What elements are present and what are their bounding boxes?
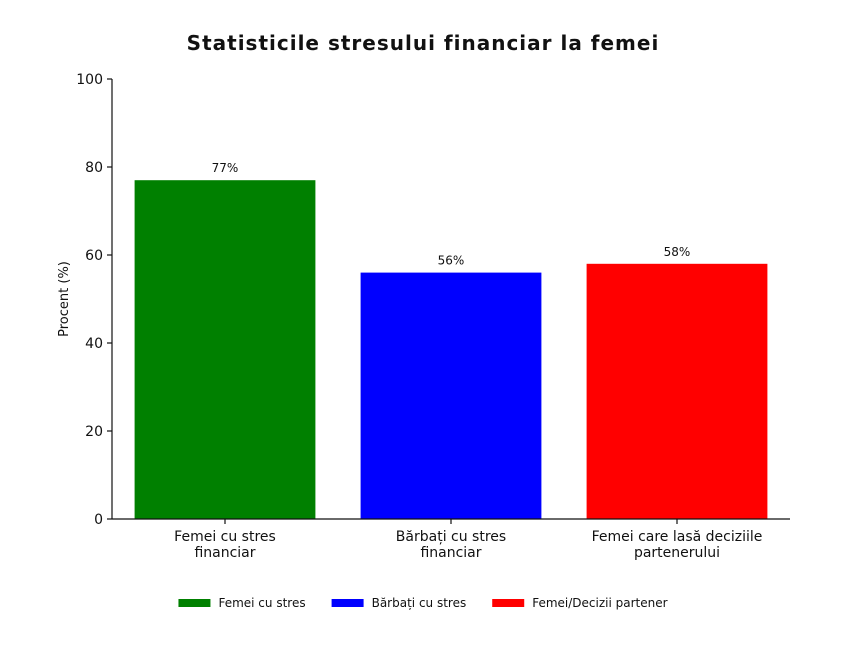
x-category-label: Femei cu stres [174, 529, 276, 545]
legend-swatch [492, 599, 525, 607]
y-tick-label: 60 [85, 248, 103, 264]
bar [134, 180, 316, 519]
x-category-label: financiar [420, 545, 481, 561]
x-category-label: Femei care lasă deciziile [592, 529, 763, 545]
legend-label: Femei cu stres [218, 596, 305, 610]
y-axis-ticks: 0 20 40 60 80 100 [76, 72, 112, 528]
bar-value-label: 58% [664, 245, 691, 259]
y-axis-title: Procent (%) [57, 261, 72, 337]
y-tick-label: 40 [85, 336, 103, 352]
y-tick-label: 100 [76, 72, 103, 88]
y-tick-label: 20 [85, 424, 103, 440]
bars [134, 180, 768, 519]
legend: Femei cu stres Bărbați cu stres Femei/Deci… [178, 596, 668, 610]
bar [360, 272, 542, 519]
y-tick-label: 0 [94, 512, 103, 528]
legend-swatch [178, 599, 211, 607]
legend-label: Femei/Decizii partener [532, 596, 667, 610]
x-category-label: Bărbați cu stres [396, 529, 506, 545]
value-labels: 77% 56% 58% [212, 161, 691, 267]
x-category-label: financiar [194, 545, 255, 561]
legend-label: Bărbați cu stres [372, 596, 467, 610]
chart-title: Statisticile stresului financiar la feme… [187, 31, 660, 55]
bar-value-label: 77% [212, 161, 239, 175]
bar-value-label: 56% [438, 254, 465, 268]
bar [586, 263, 768, 519]
x-category-label: partenerului [634, 545, 720, 561]
legend-swatch [331, 599, 364, 607]
y-tick-label: 80 [85, 160, 103, 176]
